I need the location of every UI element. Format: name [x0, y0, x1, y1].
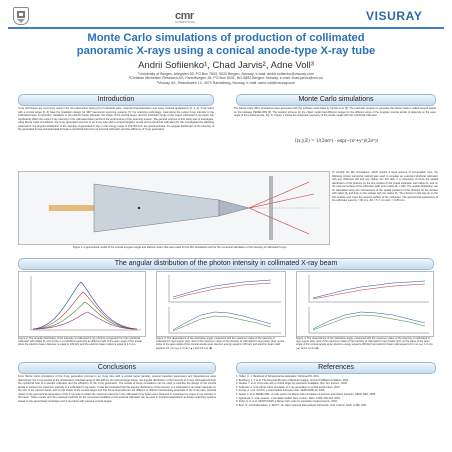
fig2-curve-4 [32, 311, 138, 330]
title-line-1: Monte Carlo simulations of production of… [87, 32, 365, 44]
collimator-wall [269, 176, 273, 240]
affiliation-3: ³Visuray AS, Strandkaien 10, 4070 Randab… [156, 80, 296, 85]
affiliation-1: ¹University of Bergen, Allegaten 55, PO … [138, 72, 314, 76]
fig2-curve-2 [32, 291, 138, 330]
figure-1-caption: Figure 1. A geometrical model of the con… [72, 246, 288, 249]
figure-1-diagram [18, 171, 330, 245]
xray-ray-1 [248, 181, 310, 209]
figure-3-plots [156, 271, 286, 337]
fig4-upper-series-1 [312, 280, 426, 299]
reference-item: 6. Salvat, F. et al. PENELOPE - A code s… [236, 392, 376, 396]
reference-item: 7. Agostinelli, S. et al. Geant4 - a sim… [236, 396, 341, 400]
conclusions-header: Conclusions [18, 362, 216, 374]
gaussian-formula: I(x,y,E) = 1/(2πσ²) · exp(−(x²+y²)/(2σ²)… [295, 138, 379, 143]
fig2-curve-3 [32, 301, 138, 330]
title-line-2: panoramic X-rays using a conical anode-t… [76, 45, 376, 57]
cmr-logo-text: cmr [175, 10, 194, 22]
reference-item: 2. Bushberg, J. T. et al. The Essential … [236, 378, 350, 382]
angular-distribution-header: The angular distribution of the photon i… [18, 258, 434, 270]
fig3-upper-series-2 [172, 282, 272, 300]
references-list: 1. Hellier, C. J. Handbook of Nondestruc… [236, 375, 436, 443]
visuray-logo: VISURAY [366, 9, 423, 23]
figure-3-svg [168, 275, 281, 334]
fig3-lower-series-2 [172, 315, 272, 332]
poster-title: Monte Carlo simulations of production of… [0, 32, 452, 58]
reference-item: 1. Hellier, C. J. Handbook of Nondestruc… [236, 375, 320, 378]
anode-tip-shape [218, 199, 250, 217]
figure-2-caption: Figure 2. The angular distribution of th… [18, 337, 142, 347]
monte-carlo-header: Monte Carlo simulations [236, 94, 436, 106]
reference-item: 5. Ferrari, A. et al. FLUKA: a multi-par… [236, 389, 326, 393]
xray-ray-2 [248, 193, 315, 209]
reference-item: 3. Tanaka, Y. et al. X-ray tube with a c… [236, 382, 348, 386]
xray-ray-3 [248, 207, 310, 235]
fig3-lower-series-1 [172, 311, 272, 331]
references-header: References [236, 362, 436, 374]
fig2-curve-1 [32, 281, 138, 330]
introduction-text: X-ray techniques are commonly used in th… [18, 107, 214, 132]
figure-3-caption: Figure 3. The dependence of the inclinat… [156, 337, 285, 350]
affiliation-2: ²Christian Michelsen Research AS, Fantof… [128, 76, 324, 81]
figure-4-svg [308, 275, 429, 334]
fig4-upper-series-2 [312, 283, 426, 300]
reference-item: 8. Pozzi, S. A. et al. MCNP-PoliMi: a Mo… [236, 400, 338, 404]
cmr-logo: cmr COMPUTING [175, 10, 195, 24]
figure-4-caption: Figure 4. The dependence of the inclinat… [296, 337, 433, 350]
anode-geometry-svg [19, 172, 329, 244]
conclusions-text: From Monte Carlo simulations of the X-ra… [18, 375, 216, 403]
anode-axis-marker [137, 206, 141, 210]
fig3-upper-series-1 [172, 279, 272, 298]
authors: Andrii Sofiienko¹, Chad Jarvis², Adne Vo… [138, 60, 314, 71]
figure-2-plot [18, 271, 146, 337]
monte-carlo-text-2: To simplify the MC simulations, which re… [332, 171, 438, 203]
cmr-logo-sub: COMPUTING [175, 20, 196, 24]
reference-item: 9. Brun, R. and Rademakers, F. ROOT - An… [236, 403, 368, 407]
fig4-lower-series-2 [312, 314, 426, 331]
reference-item: 4. Sofiienko, A. et al. Monte Carlo simu… [236, 385, 341, 389]
header-divider [8, 27, 444, 29]
university-seal-logo [13, 7, 29, 25]
fig4-lower-series-1 [312, 311, 426, 330]
monte-carlo-text: The Monte Carlo (MC) simulations were ge… [234, 107, 436, 118]
affiliations: ¹University of Bergen, Allegaten 55, PO … [0, 72, 452, 85]
electron-beam-shape [49, 205, 94, 211]
introduction-header: Introduction [18, 94, 214, 106]
figure-2-svg [30, 276, 141, 331]
figure-4-plots [296, 271, 434, 337]
